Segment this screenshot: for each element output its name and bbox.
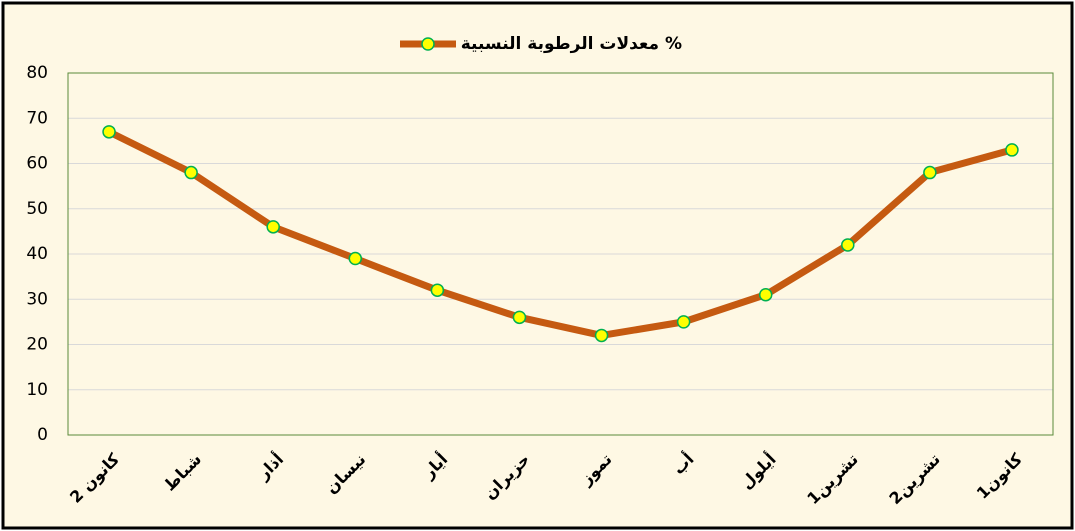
data-point (512, 310, 527, 325)
data-point (923, 165, 937, 180)
data-point (758, 287, 773, 302)
data-point (841, 238, 855, 252)
y-tick-label: 10 (26, 380, 48, 400)
data-point (676, 315, 691, 329)
y-tick-label: 50 (26, 199, 48, 219)
data-point (594, 328, 609, 343)
y-tick-label: 40 (26, 244, 48, 264)
legend-marker (421, 37, 435, 51)
data-point (102, 125, 116, 139)
y-tick-label: 80 (26, 63, 48, 83)
y-tick-label: 0 (37, 425, 48, 445)
y-tick-label: 30 (26, 289, 48, 309)
data-point (184, 165, 198, 180)
data-point (1005, 143, 1019, 157)
data-point (348, 251, 363, 266)
series-line (107, 128, 1013, 339)
y-tick-label: 20 (26, 335, 48, 355)
plot-border (67, 72, 1054, 436)
y-tick-label: 60 (26, 154, 48, 174)
legend: معدلات الرطوبة النسبية % (400, 34, 682, 54)
data-point (430, 283, 445, 297)
data-point (266, 220, 280, 234)
y-tick-label: 70 (26, 108, 48, 128)
legend-label: معدلات الرطوبة النسبية % (461, 34, 682, 54)
